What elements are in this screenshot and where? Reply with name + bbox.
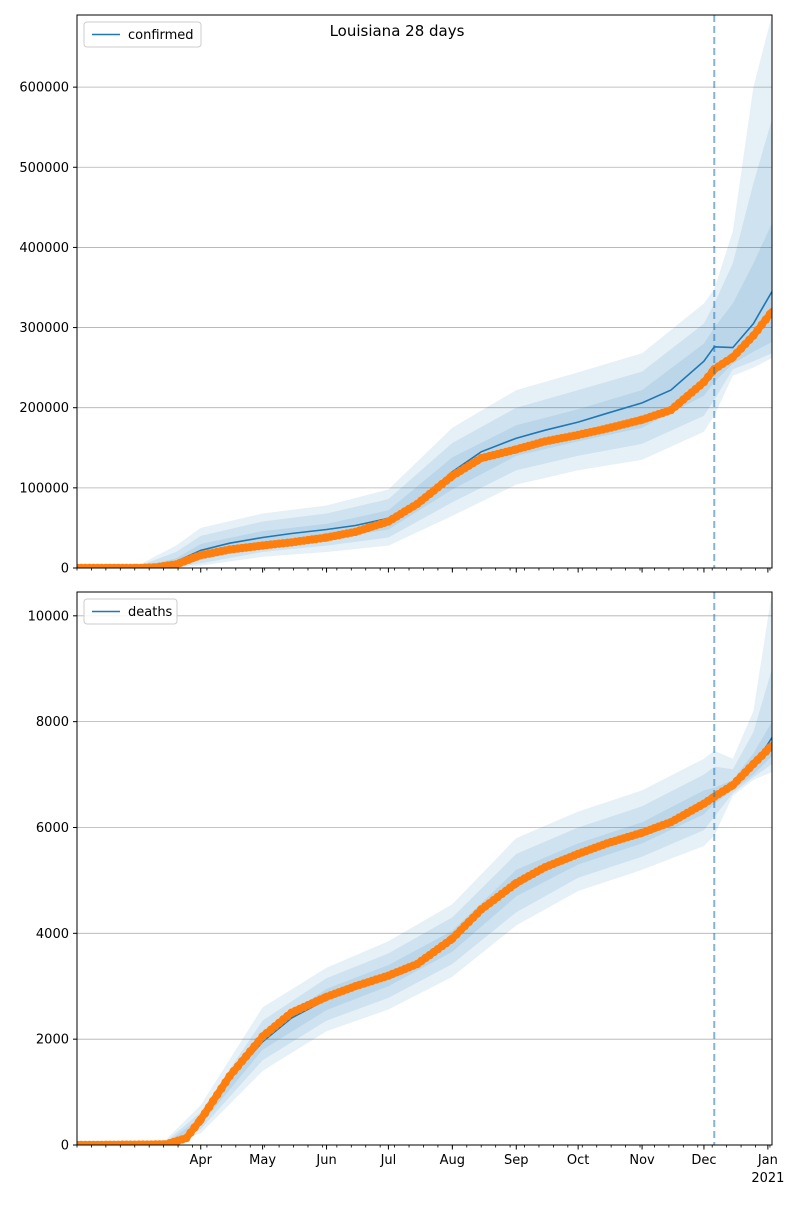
y-tick-label: 500000 <box>19 161 69 176</box>
axes-frame <box>76 14 773 569</box>
x-tick-label: Jan <box>757 1153 778 1168</box>
observed-point <box>765 310 772 319</box>
y-gridlines <box>77 86 772 569</box>
x-tick-label: Dec <box>691 1153 716 1168</box>
observed-point <box>217 1084 226 1093</box>
legend-frame <box>83 598 178 625</box>
plot-area <box>77 592 772 1145</box>
y-tick-label: 0 <box>61 562 69 577</box>
x-tick-label: Jul <box>380 1153 397 1168</box>
y-tick-label: 200000 <box>19 401 69 416</box>
observed-point <box>200 1109 210 1118</box>
y-tick-label: 6000 <box>36 821 69 836</box>
y-tick-label: 400000 <box>19 241 69 256</box>
y-gridlines <box>77 615 772 1146</box>
legend-label: deaths <box>128 605 173 620</box>
y-tick-label: 4000 <box>36 927 69 942</box>
deaths-panel: 0 2000 4000 6000 8000 10000 Apr May Jun Jul Aug Sep… <box>28 591 784 1186</box>
observed-point <box>213 1090 222 1100</box>
y-tick-label: 600000 <box>19 81 69 96</box>
y-tick-label: 300000 <box>19 321 69 336</box>
legend-label: confirmed <box>128 28 194 43</box>
x-tick-label: Nov <box>629 1153 655 1168</box>
observed-point <box>208 1096 218 1106</box>
x-tick-label: May <box>249 1153 276 1168</box>
y-tick-label: 100000 <box>19 481 69 496</box>
observed-point <box>196 1115 205 1124</box>
y-tick-label: 8000 <box>36 715 69 730</box>
legend-frame <box>83 21 202 48</box>
observed-point <box>765 743 772 752</box>
axes-frame <box>76 591 773 1146</box>
x-year-label: 2021 <box>751 1171 784 1186</box>
legend: confirmed <box>83 21 202 48</box>
x-tick-label: Sep <box>504 1153 529 1168</box>
y-tick-label: 2000 <box>36 1033 69 1048</box>
x-tick-label: Jun <box>315 1153 336 1168</box>
uncertainty-band <box>77 668 772 1145</box>
y-tick-label: 0 <box>61 1139 69 1154</box>
uncertainty-band <box>77 592 772 1145</box>
observed-point <box>221 1078 230 1087</box>
y-tick-label: 10000 <box>28 609 69 624</box>
uncertainty-band <box>77 119 772 568</box>
plot-area <box>77 15 772 568</box>
figure-title: Louisiana 28 days <box>330 22 465 40</box>
legend: deaths <box>83 598 178 625</box>
x-tick-label: Apr <box>189 1153 212 1168</box>
x-tick-label: Aug <box>440 1153 465 1168</box>
confirmed-panel: 0 100000 200000 300000 400000 500000 600000 con… <box>19 14 773 577</box>
x-tick-label: Oct <box>567 1153 589 1168</box>
observed-point <box>204 1103 214 1112</box>
